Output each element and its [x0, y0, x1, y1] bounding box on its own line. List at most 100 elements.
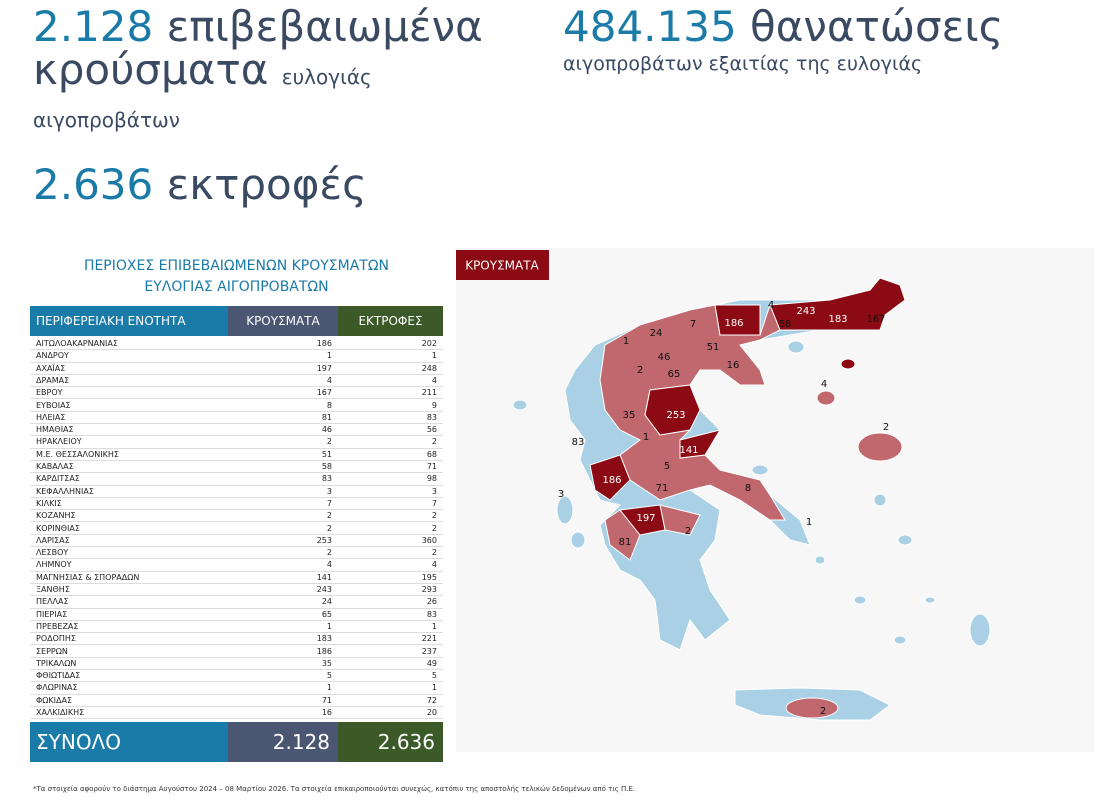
table-cell: 68: [338, 449, 443, 461]
table-cell: 167: [228, 387, 338, 400]
map-label: 1: [643, 432, 649, 443]
stat-number: 2.636: [33, 160, 154, 209]
table-cell: ΠΡΕΒΕΖΑΣ: [30, 621, 228, 634]
total-cell: 2.636: [338, 722, 443, 762]
table-cell: ΚΟΡΙΝΘΙΑΣ: [30, 523, 228, 535]
table-cell: ΠΙΕΡΙΑΣ: [30, 609, 228, 621]
map-label: 1: [806, 517, 812, 528]
map-label: 65: [668, 369, 681, 380]
stat-sub: αιγοπροβάτων εξαιτίας της ευλογιάς: [563, 52, 923, 75]
table-cell: ΗΜΑΘΙΑΣ: [30, 424, 228, 437]
table-cell: 141: [228, 572, 338, 584]
footnote: *Τα στοιχεία αφορούν το διάστημα Αυγούστ…: [33, 785, 636, 793]
table-cell: 4: [228, 375, 338, 388]
table-title: ΕΥΛΟΓΙΑΣ ΑΙΓΟΠΡΟΒΑΤΩΝ: [144, 279, 329, 295]
map-label: 243: [796, 306, 815, 317]
stat-text: θανατώσεις: [750, 2, 1004, 51]
table-cell: ΦΩΚΙΔΑΣ: [30, 695, 228, 707]
table-cell: 20: [338, 707, 443, 720]
table-cell: 8: [228, 400, 338, 412]
table-cell: 197: [228, 363, 338, 375]
table-cell: 2: [228, 510, 338, 523]
total-cell: 2.128: [228, 722, 338, 762]
table-cell: 56: [338, 424, 443, 437]
map-label: 58: [779, 319, 792, 330]
table-cell: ΦΘΙΩΤΙΔΑΣ: [30, 670, 228, 683]
table-cell: 4: [338, 559, 443, 572]
table-cell: 1: [228, 350, 338, 363]
table-cell: 35: [228, 658, 338, 671]
table-cell: 4: [228, 559, 338, 572]
stat-sub: ευλογιάς αιγοπροβάτων: [33, 64, 372, 132]
table-cell: ΛΗΜΝΟΥ: [30, 559, 228, 572]
table-cell: 202: [338, 338, 443, 351]
table-cell: 2: [338, 436, 443, 449]
table-cell: 72: [338, 695, 443, 707]
table-cell: 1: [338, 682, 443, 695]
map-label: 197: [636, 513, 655, 524]
table-cell: ΣΕΡΡΩΝ: [30, 646, 228, 658]
table-cell: ΛΑΡΙΣΑΣ: [30, 535, 228, 548]
table-cell: 1: [228, 682, 338, 695]
table-cell: 221: [338, 633, 443, 646]
table-cell: 7: [228, 498, 338, 511]
column-header: ΕΚΤΡΟΦΕΣ: [338, 306, 443, 336]
table-cell: 243: [228, 584, 338, 597]
map-label: 2: [637, 365, 643, 376]
table-cell: ΛΕΣΒΟΥ: [30, 547, 228, 560]
table-cell: ΦΛΩΡΙΝΑΣ: [30, 682, 228, 695]
table-cell: 81: [228, 412, 338, 425]
table-cell: 83: [338, 609, 443, 621]
table-cell: 9: [338, 400, 443, 412]
table-cell: ΕΥΒΟΙΑΣ: [30, 400, 228, 412]
total-cell: ΣΥΝΟΛΟ: [30, 722, 228, 762]
table-cell: 83: [338, 412, 443, 425]
region-low: [599, 303, 903, 719]
map-label: 253: [666, 410, 685, 421]
map-label: 167: [866, 314, 885, 325]
table-cell: 195: [338, 572, 443, 584]
table-cell: 7: [338, 498, 443, 511]
map-label: 141: [679, 445, 698, 456]
table-title: ΠΕΡΙΟΧΕΣ ΕΠΙΒΕΒΑΙΩΜΕΝΩΝ ΚΡΟΥΣΜΑΤΩΝ: [83, 258, 390, 274]
table-cell: 186: [228, 646, 338, 658]
table-cell: 51: [228, 449, 338, 461]
table-cell: 24: [228, 596, 338, 609]
region-high: [589, 277, 906, 536]
table-cell: ΑΧΑΪΑΣ: [30, 363, 228, 375]
table-cell: Μ.Ε. ΘΕΣΣΑΛΟΝΙΚΗΣ: [30, 449, 228, 461]
stat-text: εκτροφές: [166, 160, 367, 209]
map-label: 83: [572, 437, 585, 448]
map-label: 7: [690, 319, 696, 330]
table-cell: 83: [228, 473, 338, 486]
map-label: 5: [664, 461, 670, 472]
map-label: 8: [745, 483, 751, 494]
table-cell: 5: [228, 670, 338, 683]
legend-box: [456, 250, 549, 280]
map-label: 2: [883, 422, 889, 433]
table-cell: ΔΡΑΜΑΣ: [30, 375, 228, 388]
table-cell: 46: [228, 424, 338, 437]
table-cell: ΑΙΤΩΛΟΑΚΑΡΝΑΝΙΑΣ: [30, 338, 228, 351]
map-label: 186: [724, 318, 743, 329]
map-label: 46: [658, 352, 671, 363]
table-cell: ΡΟΔΟΠΗΣ: [30, 633, 228, 646]
column-header: ΚΡΟΥΣΜΑΤΑ: [228, 306, 338, 336]
column-header: ΠΕΡΙΦΕΡΕΙΑΚΗ ΕΝΟΤΗΤΑ: [30, 306, 228, 336]
table-cell: 2: [228, 436, 338, 449]
table-cell: ΞΑΝΘΗΣ: [30, 584, 228, 597]
table-cell: 248: [338, 363, 443, 375]
table-cell: 1: [228, 621, 338, 634]
table-cell: 211: [338, 387, 443, 400]
table-cell: ΧΑΛΚΙΔΙΚΗΣ: [30, 707, 228, 720]
stat-text: επιβεβαιωμένα κρούσματα: [33, 2, 483, 94]
map-label: 35: [623, 410, 636, 421]
table-cell: 2: [338, 510, 443, 523]
table-cell: 186: [228, 338, 338, 351]
map-label: 2: [820, 706, 826, 717]
table-cell: 58: [228, 461, 338, 474]
table-cell: 2: [338, 523, 443, 535]
table-cell: ΑΝΔΡΟΥ: [30, 350, 228, 363]
table-cell: ΗΡΑΚΛΕΙΟΥ: [30, 436, 228, 449]
